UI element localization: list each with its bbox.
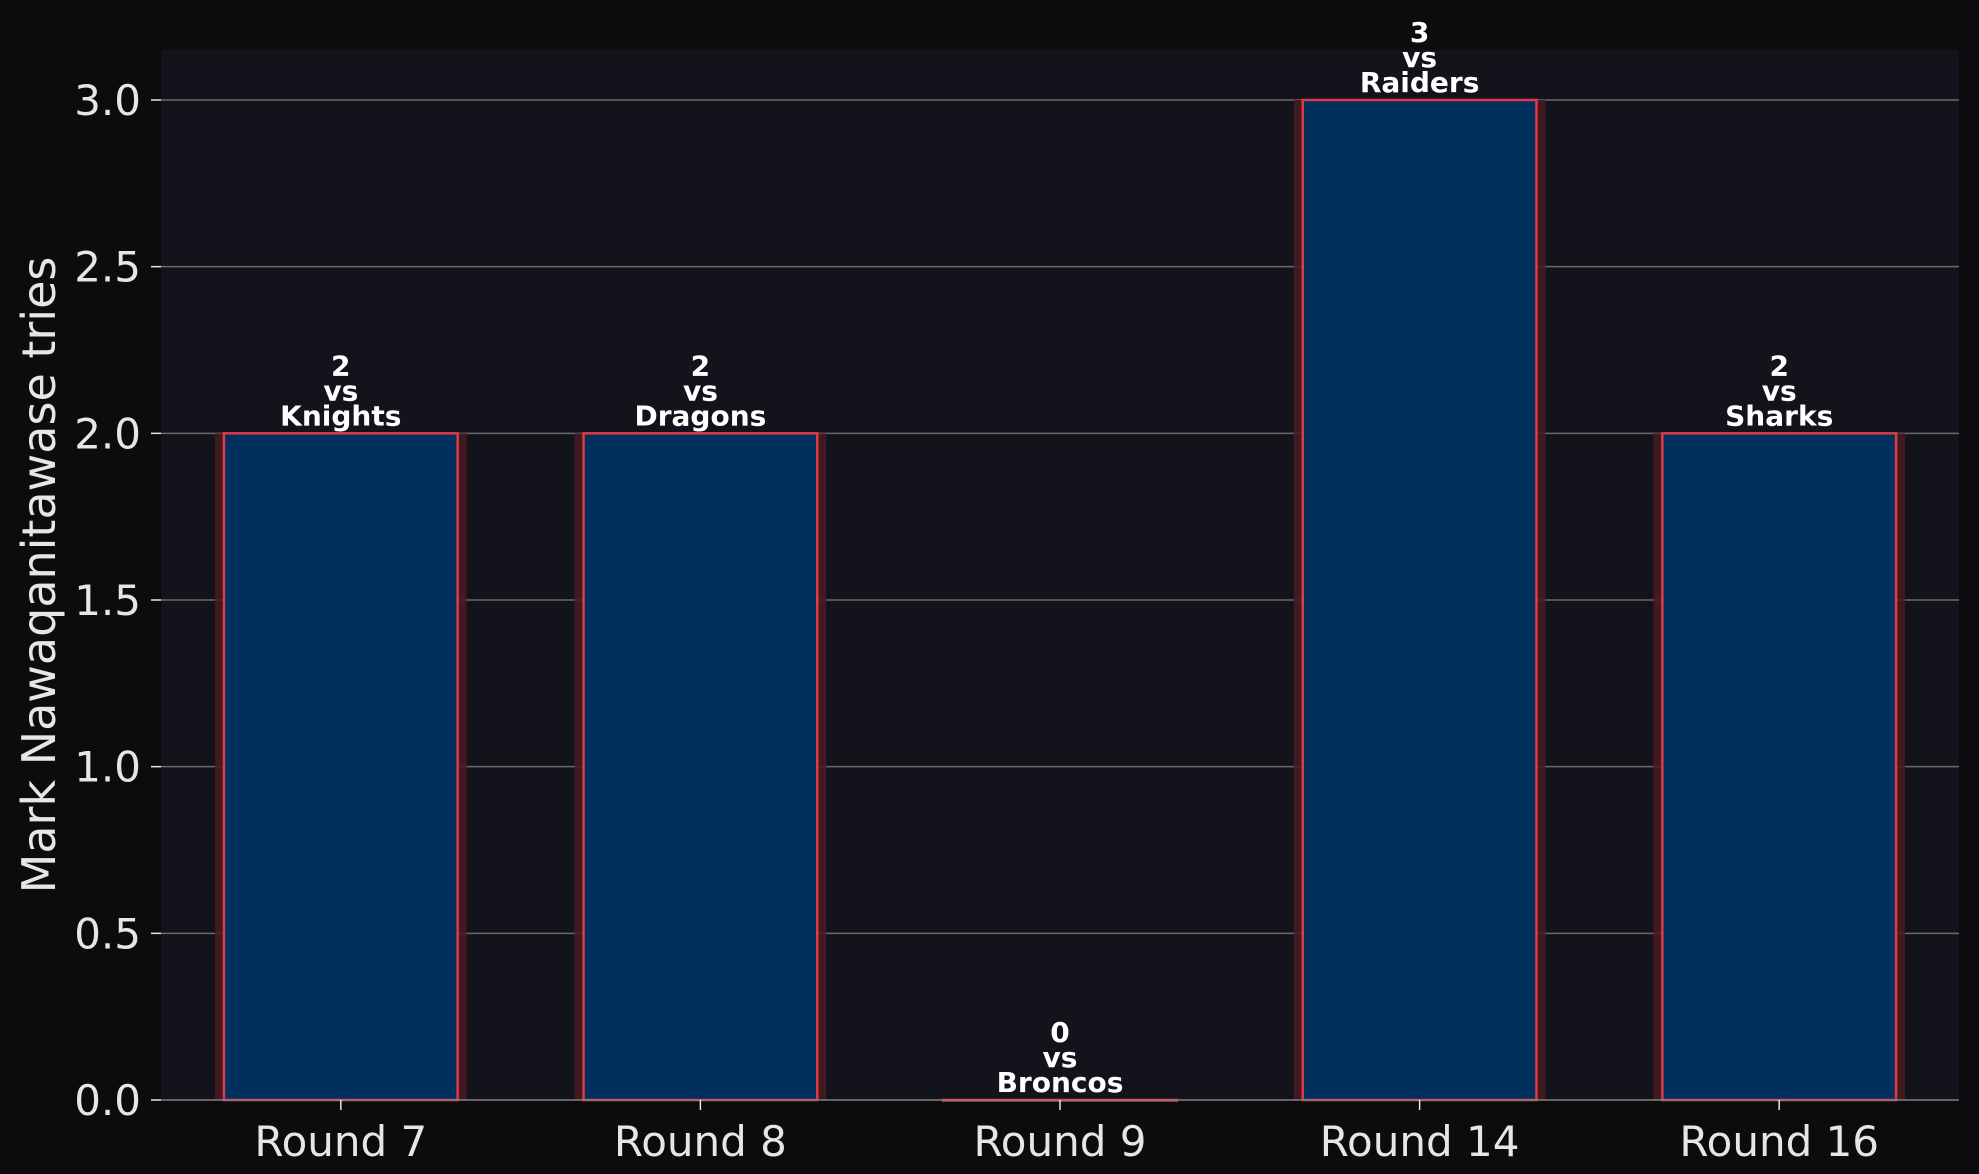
data-label-opponent: Dragons — [634, 399, 766, 432]
x-axis-ticks: Round 7 Round 8 Round 9 Round 14 Round 16 — [254, 1100, 1879, 1166]
data-labels: 2vsKnights2vsDragons0vsBroncos3vsRaiders… — [280, 16, 1833, 1099]
data-label-vs: vs — [1762, 374, 1797, 407]
x-tick-label: Round 7 — [254, 1117, 427, 1166]
y-tick-label: 2.0 — [74, 409, 141, 458]
y-tick-label: 1.5 — [74, 576, 141, 625]
data-label-value: 0 — [1050, 1016, 1069, 1049]
y-tick-label: 0.0 — [74, 1076, 141, 1125]
data-label-opponent: Broncos — [997, 1066, 1124, 1099]
y-tick-label: 3.0 — [74, 76, 141, 125]
data-label-opponent: Knights — [280, 399, 401, 432]
bars — [214, 98, 1906, 1102]
x-tick-label: Round 9 — [974, 1117, 1147, 1166]
x-tick-label: Round 16 — [1679, 1117, 1879, 1166]
data-label-vs: vs — [323, 374, 358, 407]
bar — [222, 432, 459, 1102]
data-label-vs: vs — [1402, 41, 1437, 74]
data-label-opponent: Raiders — [1360, 66, 1480, 99]
y-axis-ticks: 0.0 0.5 1.0 1.5 2.0 2.5 3.0 — [74, 76, 161, 1125]
x-tick-label: Round 14 — [1320, 1117, 1520, 1166]
x-tick-label: Round 8 — [614, 1117, 787, 1166]
y-tick-label: 2.5 — [74, 243, 141, 292]
bar — [1661, 432, 1898, 1102]
bar — [582, 432, 819, 1102]
data-label-value: 2 — [331, 349, 350, 382]
y-axis-label: Mark Nawaqanitawase tries — [12, 257, 66, 894]
y-tick-label: 0.5 — [74, 909, 141, 958]
data-label-value: 2 — [1769, 349, 1788, 382]
data-label-value: 2 — [691, 349, 710, 382]
bar — [1301, 98, 1538, 1102]
data-label-vs: vs — [683, 374, 718, 407]
y-tick-label: 1.0 — [74, 743, 141, 792]
data-label-opponent: Sharks — [1725, 399, 1833, 432]
data-label-value: 3 — [1410, 16, 1429, 49]
data-label-vs: vs — [1043, 1041, 1078, 1074]
